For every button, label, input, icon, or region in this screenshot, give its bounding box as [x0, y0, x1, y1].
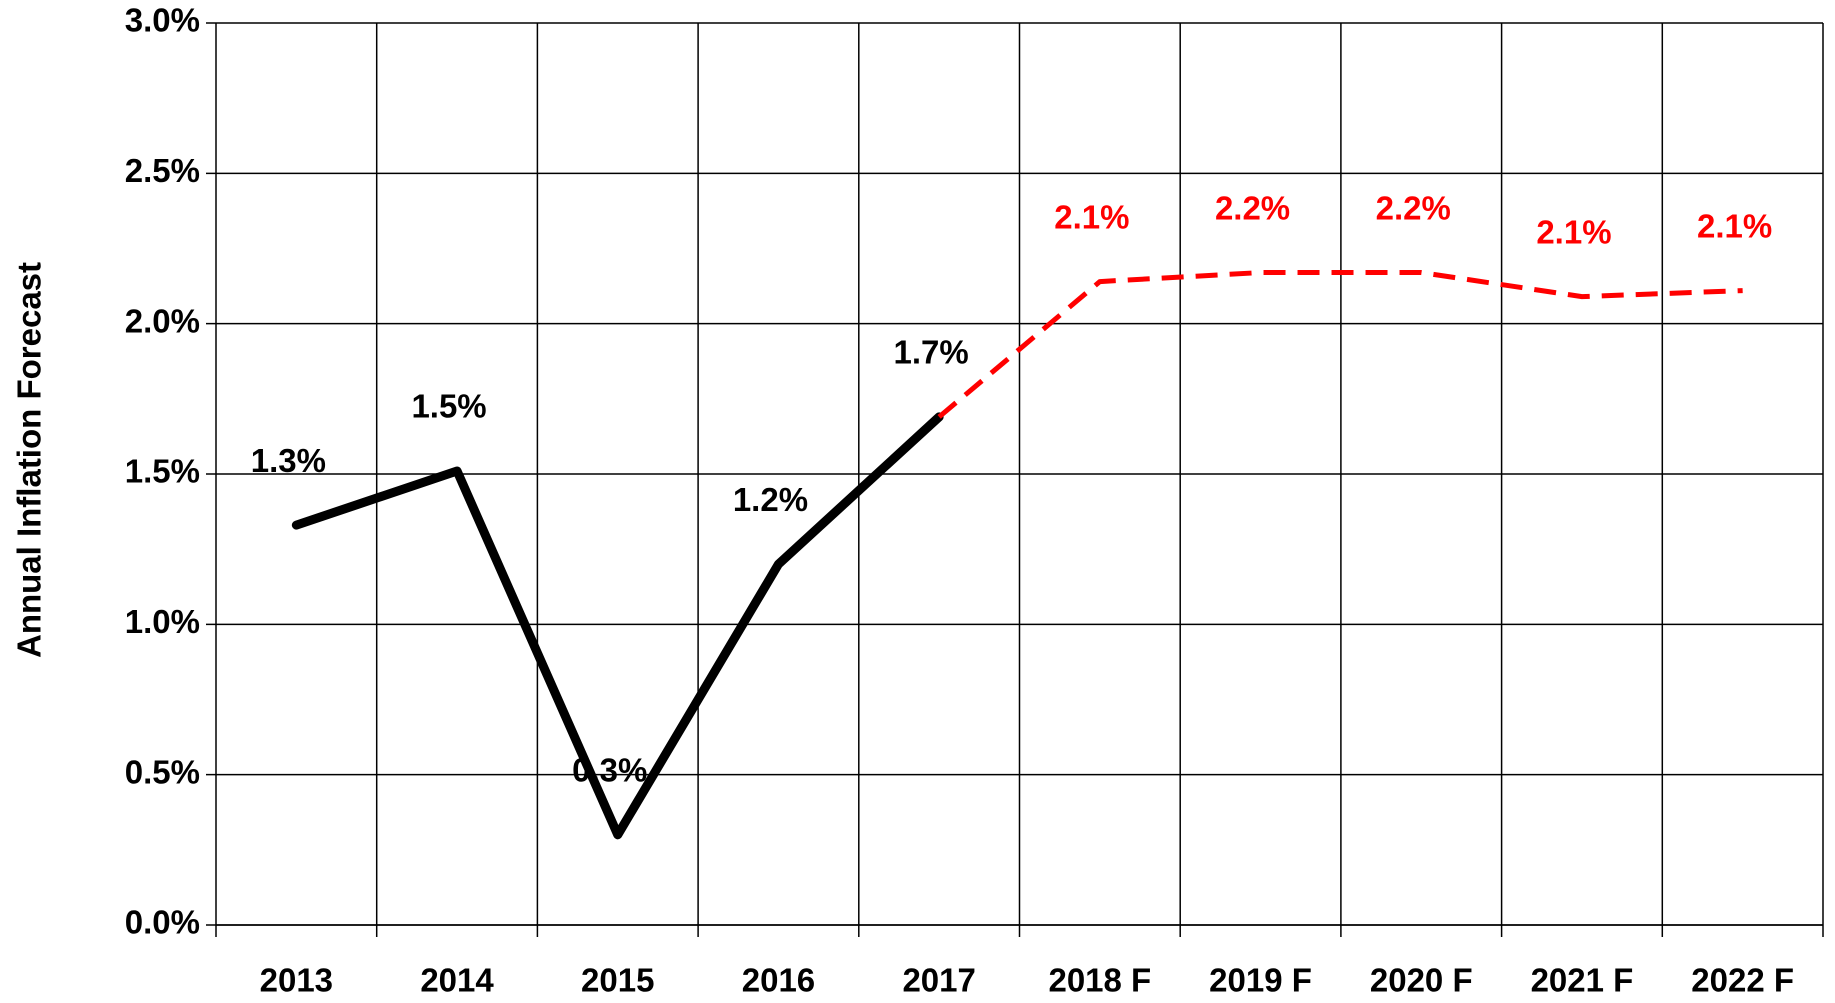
data-label: 2.1% — [1697, 207, 1772, 244]
data-label: 2.2% — [1376, 189, 1451, 226]
y-tick-label: 3.0% — [125, 2, 200, 39]
data-label: 1.3% — [251, 442, 326, 479]
y-tick-label: 1.0% — [125, 603, 200, 640]
series-line — [291, 412, 944, 840]
data-label: 2.1% — [1054, 198, 1129, 235]
x-tick-label: 2018 F — [1048, 962, 1151, 999]
data-label: 2.2% — [1215, 189, 1290, 226]
x-tick-label: 2016 — [742, 962, 815, 999]
x-tick-label: 2014 — [420, 962, 494, 999]
y-tick-label: 0.5% — [125, 753, 200, 790]
y-tick-label: 1.5% — [125, 453, 200, 490]
x-tick-label: 2015 — [581, 962, 654, 999]
x-tick-label: 2017 — [902, 962, 975, 999]
data-label: 2.1% — [1536, 213, 1611, 250]
data-label: 1.7% — [894, 334, 969, 371]
series-line — [937, 270, 1743, 419]
data-label: 0.3% — [572, 752, 647, 789]
y-tick-label: 0.0% — [125, 904, 200, 941]
data-label: 1.5% — [411, 388, 486, 425]
data-label: 1.2% — [733, 481, 808, 518]
x-tick-label: 2020 F — [1370, 962, 1473, 999]
x-tick-label: 2013 — [260, 962, 333, 999]
y-axis-label: Annual Inflation Forecast — [11, 262, 48, 658]
x-tick-label: 2021 F — [1531, 962, 1634, 999]
x-tick-label: 2022 F — [1691, 962, 1794, 999]
x-tick-label: 2019 F — [1209, 962, 1312, 999]
y-tick-label: 2.0% — [125, 302, 200, 339]
y-tick-label: 2.5% — [125, 152, 200, 189]
